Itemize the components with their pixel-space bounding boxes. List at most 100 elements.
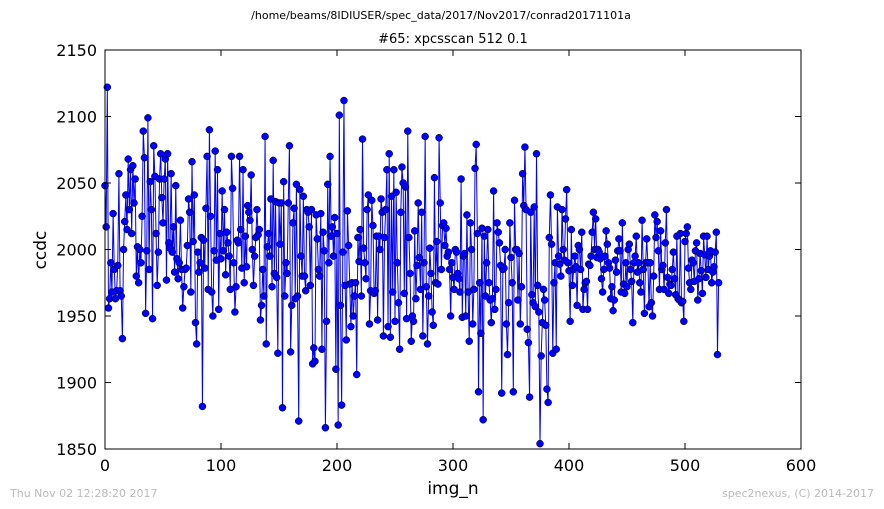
data-point (445, 265, 454, 274)
data-point (369, 221, 377, 230)
footer-timestamp: Thu Nov 02 12:28:20 2017 (9, 487, 158, 500)
data-point (466, 219, 475, 227)
data-point (400, 289, 409, 298)
data-point (652, 233, 660, 242)
data-point (206, 212, 215, 220)
data-point (558, 205, 566, 214)
data-point (405, 233, 413, 242)
data-point (290, 204, 298, 213)
y-tick-label: 2150 (56, 41, 97, 60)
data-point (442, 224, 450, 232)
data-point (210, 247, 218, 255)
data-point (394, 298, 403, 307)
data-point (313, 235, 322, 243)
data-point (421, 132, 429, 141)
data-point (160, 175, 168, 183)
data-point (575, 245, 584, 254)
data-point (610, 296, 618, 304)
data-point (129, 161, 137, 170)
data-point (104, 304, 113, 312)
data-point (667, 281, 675, 290)
data-point (554, 252, 563, 260)
data-point (526, 208, 535, 217)
data-point (397, 208, 405, 217)
data-point (537, 352, 545, 360)
data-point (578, 228, 586, 236)
data-point (489, 187, 498, 195)
data-point (656, 227, 665, 235)
data-point (114, 261, 122, 270)
data-point (583, 305, 592, 314)
data-point (457, 175, 465, 183)
data-point (174, 275, 182, 283)
data-point (524, 338, 533, 347)
data-point (162, 276, 171, 284)
data-point (663, 273, 672, 282)
data-point (446, 312, 455, 320)
data-point (214, 305, 223, 314)
data-point (109, 209, 117, 218)
data-point (500, 264, 508, 272)
data-point (209, 312, 217, 320)
data-point (471, 164, 479, 173)
data-point (217, 255, 225, 263)
data-point (283, 269, 291, 278)
x-tick-label: 0 (100, 456, 110, 475)
y-axis-label: ccdc (31, 231, 51, 270)
data-point (412, 294, 420, 303)
data-point (712, 228, 721, 236)
data-point (159, 219, 167, 227)
data-point (434, 280, 442, 288)
data-point (651, 211, 659, 219)
data-point (170, 268, 179, 276)
data-point (482, 259, 491, 267)
data-point (631, 252, 639, 260)
data-point (247, 171, 255, 179)
data-point (203, 152, 211, 161)
data-point (294, 417, 303, 425)
data-point (566, 317, 574, 326)
data-point (213, 165, 222, 174)
data-point (264, 229, 273, 238)
data-point (582, 277, 591, 286)
data-point (286, 348, 295, 356)
data-point (502, 320, 511, 328)
data-point (255, 225, 264, 234)
data-point (388, 288, 397, 296)
data-point (561, 215, 570, 223)
data-point (343, 207, 352, 215)
data-point (124, 155, 132, 163)
data-point (363, 205, 371, 214)
data-point (198, 402, 207, 411)
data-point (149, 142, 158, 150)
data-point (444, 248, 453, 256)
data-point (376, 245, 384, 254)
data-point (207, 288, 216, 296)
data-point (681, 237, 689, 246)
data-point (317, 209, 325, 218)
data-point (609, 306, 617, 315)
data-point (127, 229, 136, 238)
data-point (670, 275, 679, 283)
data-point (257, 301, 266, 310)
data-point (154, 248, 163, 256)
data-point (192, 340, 201, 348)
data-point (195, 268, 203, 276)
data-point (467, 245, 476, 254)
data-point (236, 225, 245, 234)
y-axis: 1850 1900 1950 2000 2050 2100 2150 (56, 41, 801, 459)
data-point (144, 114, 152, 122)
data-point (143, 247, 151, 255)
data-point (507, 253, 515, 262)
y-tick-label: 1900 (56, 374, 97, 393)
data-point (689, 259, 697, 267)
data-point (415, 253, 424, 262)
data-point (202, 204, 210, 213)
data-point (487, 318, 496, 327)
data-point (531, 302, 540, 311)
data-point (169, 223, 178, 231)
data-point (424, 292, 433, 300)
data-point (134, 279, 143, 287)
data-point (189, 237, 197, 246)
data-point (272, 273, 281, 282)
